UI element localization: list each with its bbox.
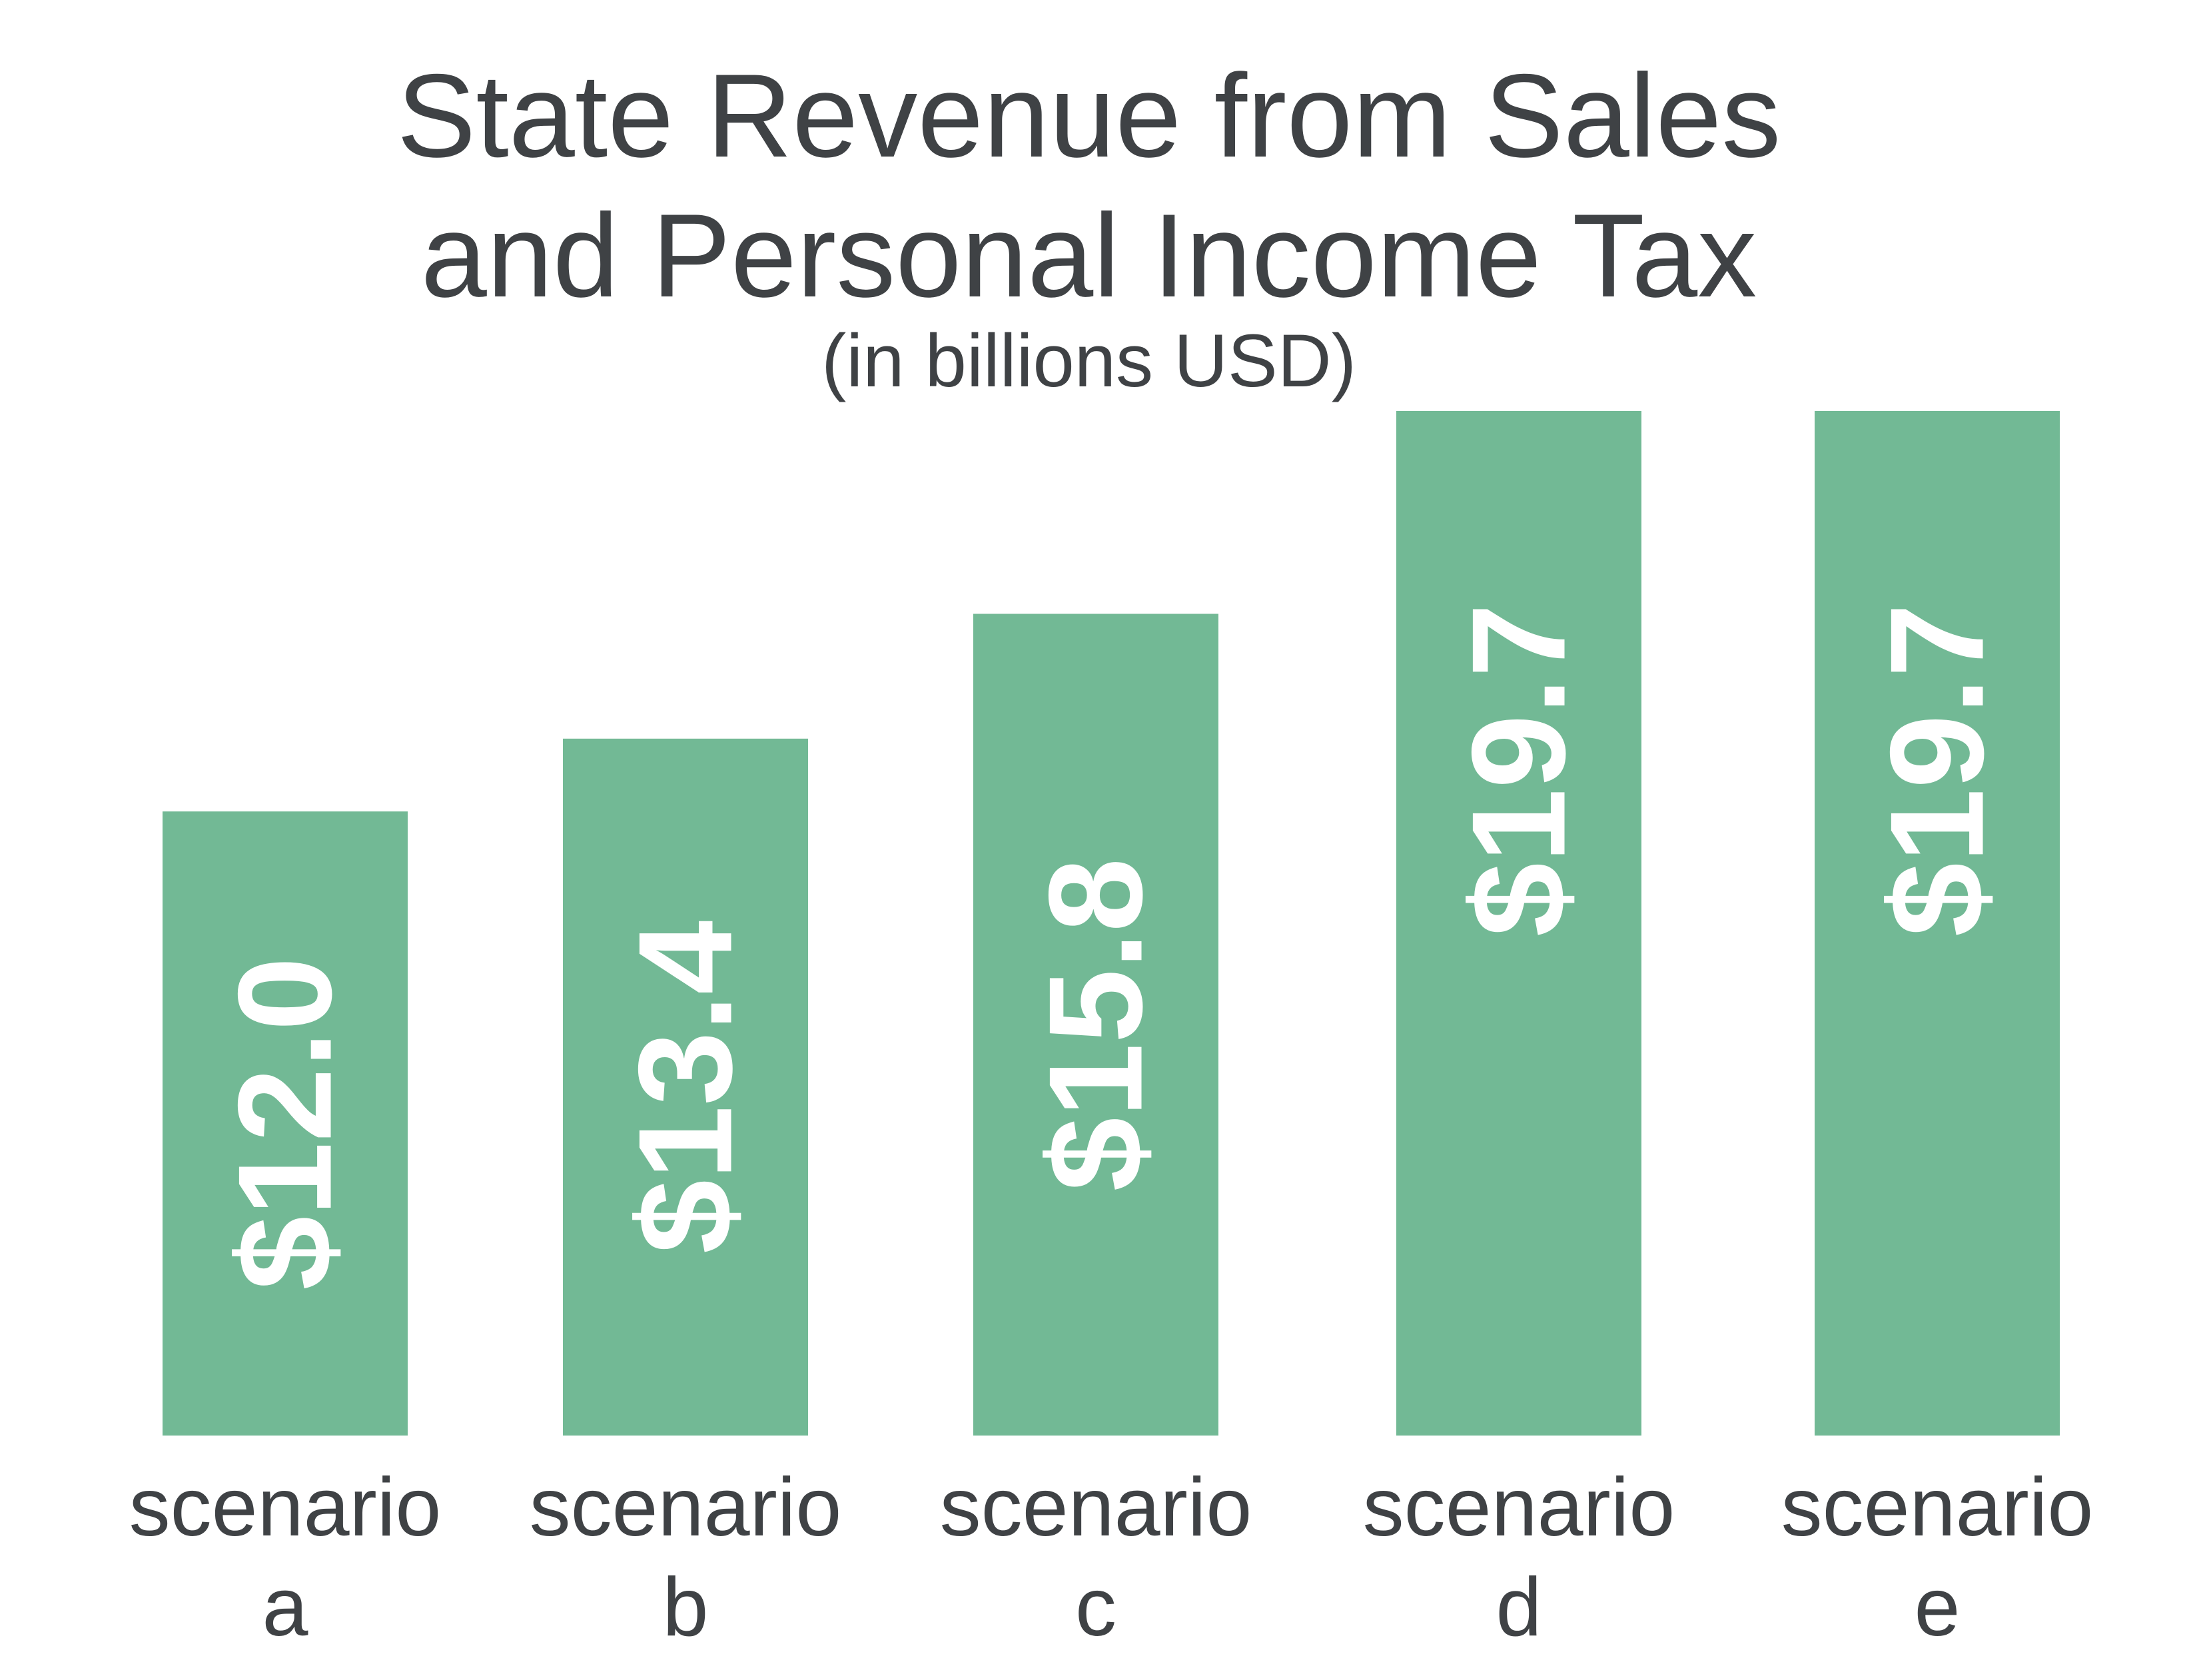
bar — [563, 738, 808, 1436]
category-label: b — [663, 1561, 709, 1653]
bar-value-label: $19.7 — [1863, 604, 2012, 937]
bar-value-label: $13.4 — [612, 921, 760, 1254]
category-label: scenario — [530, 1462, 842, 1553]
bar-value-label: $15.8 — [1022, 858, 1170, 1192]
bars — [163, 411, 2060, 1436]
category-label: c — [1075, 1561, 1116, 1653]
chart-subtitle: (in billions USD) — [821, 319, 1356, 402]
bar-value-label: $19.7 — [1445, 604, 1593, 937]
category-label: d — [1496, 1561, 1542, 1653]
chart-title-line: and Personal Income Tax — [421, 189, 1757, 322]
category-label: scenario — [129, 1462, 442, 1553]
category-label: scenario — [1781, 1462, 2094, 1553]
category-label: e — [1915, 1561, 1961, 1653]
category-label: scenario — [940, 1462, 1252, 1553]
category-label: scenario — [1363, 1462, 1675, 1553]
category-labels: scenarioascenariobscenariocscenariodscen… — [129, 1462, 2094, 1653]
bar-value-label: $12.0 — [211, 957, 360, 1290]
bar — [1815, 411, 2060, 1436]
bar — [1396, 411, 1641, 1436]
bar — [973, 614, 1218, 1436]
value-labels: $12.0 $13.4 $15.8 $19.7 $19.7 — [211, 604, 2012, 1290]
bar — [163, 811, 408, 1436]
chart-title-line: State Revenue from Sales — [397, 49, 1781, 182]
category-label: a — [262, 1561, 308, 1653]
